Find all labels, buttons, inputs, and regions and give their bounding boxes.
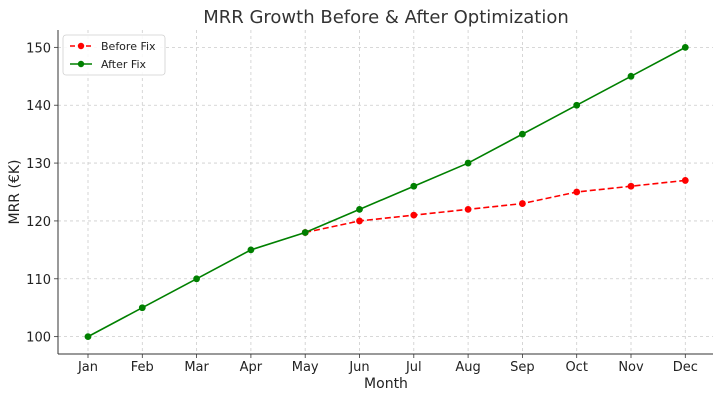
x-axis-title: Month — [364, 376, 408, 392]
legend: Before Fix After Fix — [62, 34, 166, 76]
data-point-before-fix — [573, 188, 581, 196]
series-lines — [84, 43, 689, 341]
data-point-before-fix — [464, 205, 472, 213]
series-line-after-fix — [87, 46, 686, 338]
x-tick-label: Aug — [455, 360, 480, 375]
data-point-before-fix — [681, 177, 689, 184]
x-tick-label: Jan — [77, 360, 98, 375]
data-point-after-fix — [627, 72, 635, 80]
data-point-before-fix — [519, 200, 526, 207]
data-point-after-fix — [247, 246, 255, 254]
legend-marker-before-fix — [77, 42, 85, 50]
legend-box — [62, 34, 166, 76]
data-point-after-fix — [410, 182, 418, 190]
x-tick-label: Oct — [565, 360, 587, 375]
data-point-before-fix — [356, 217, 363, 225]
x-tick-label: Jul — [405, 360, 422, 375]
grid-lines — [58, 30, 713, 354]
data-point-after-fix — [301, 229, 309, 236]
data-point-after-fix — [573, 101, 581, 109]
y-axis-title: MRR (€K) — [7, 160, 23, 225]
y-tick-label: 120 — [26, 215, 51, 230]
data-point-after-fix — [356, 205, 363, 213]
x-tick-label: Apr — [240, 360, 263, 375]
data-point-after-fix — [193, 275, 201, 283]
legend-label-before-fix: Before Fix — [101, 40, 156, 53]
y-tick-label: 150 — [26, 41, 51, 56]
data-point-before-fix — [627, 182, 635, 190]
chart-title: MRR Growth Before & After Optimization — [203, 7, 569, 28]
data-point-after-fix — [138, 304, 146, 312]
x-tick-label: Dec — [673, 360, 698, 375]
y-tick-label: 130 — [26, 157, 51, 172]
tick-labels: Jan Feb Mar Apr May Jun Jul Aug Sep Oct Nov Dec 100 1… — [26, 41, 698, 375]
series-line-before-fix — [305, 179, 686, 234]
data-point-after-fix — [681, 43, 689, 51]
x-tick-label: Feb — [131, 360, 154, 375]
x-tick-label: Jun — [348, 360, 369, 375]
x-tick-label: Sep — [510, 360, 535, 375]
legend-marker-after-fix — [77, 60, 85, 68]
legend-label-after-fix: After Fix — [101, 58, 146, 71]
x-tick-label: Nov — [618, 360, 644, 375]
y-tick-label: 100 — [26, 331, 51, 346]
data-point-after-fix — [84, 333, 92, 341]
x-tick-label: Mar — [184, 360, 209, 375]
data-point-before-fix — [410, 211, 418, 219]
data-point-after-fix — [464, 159, 472, 167]
x-tick-label: May — [292, 360, 319, 375]
axes — [54, 30, 713, 358]
y-tick-label: 140 — [26, 99, 51, 114]
y-tick-label: 110 — [26, 273, 51, 288]
data-point-after-fix — [519, 130, 526, 138]
